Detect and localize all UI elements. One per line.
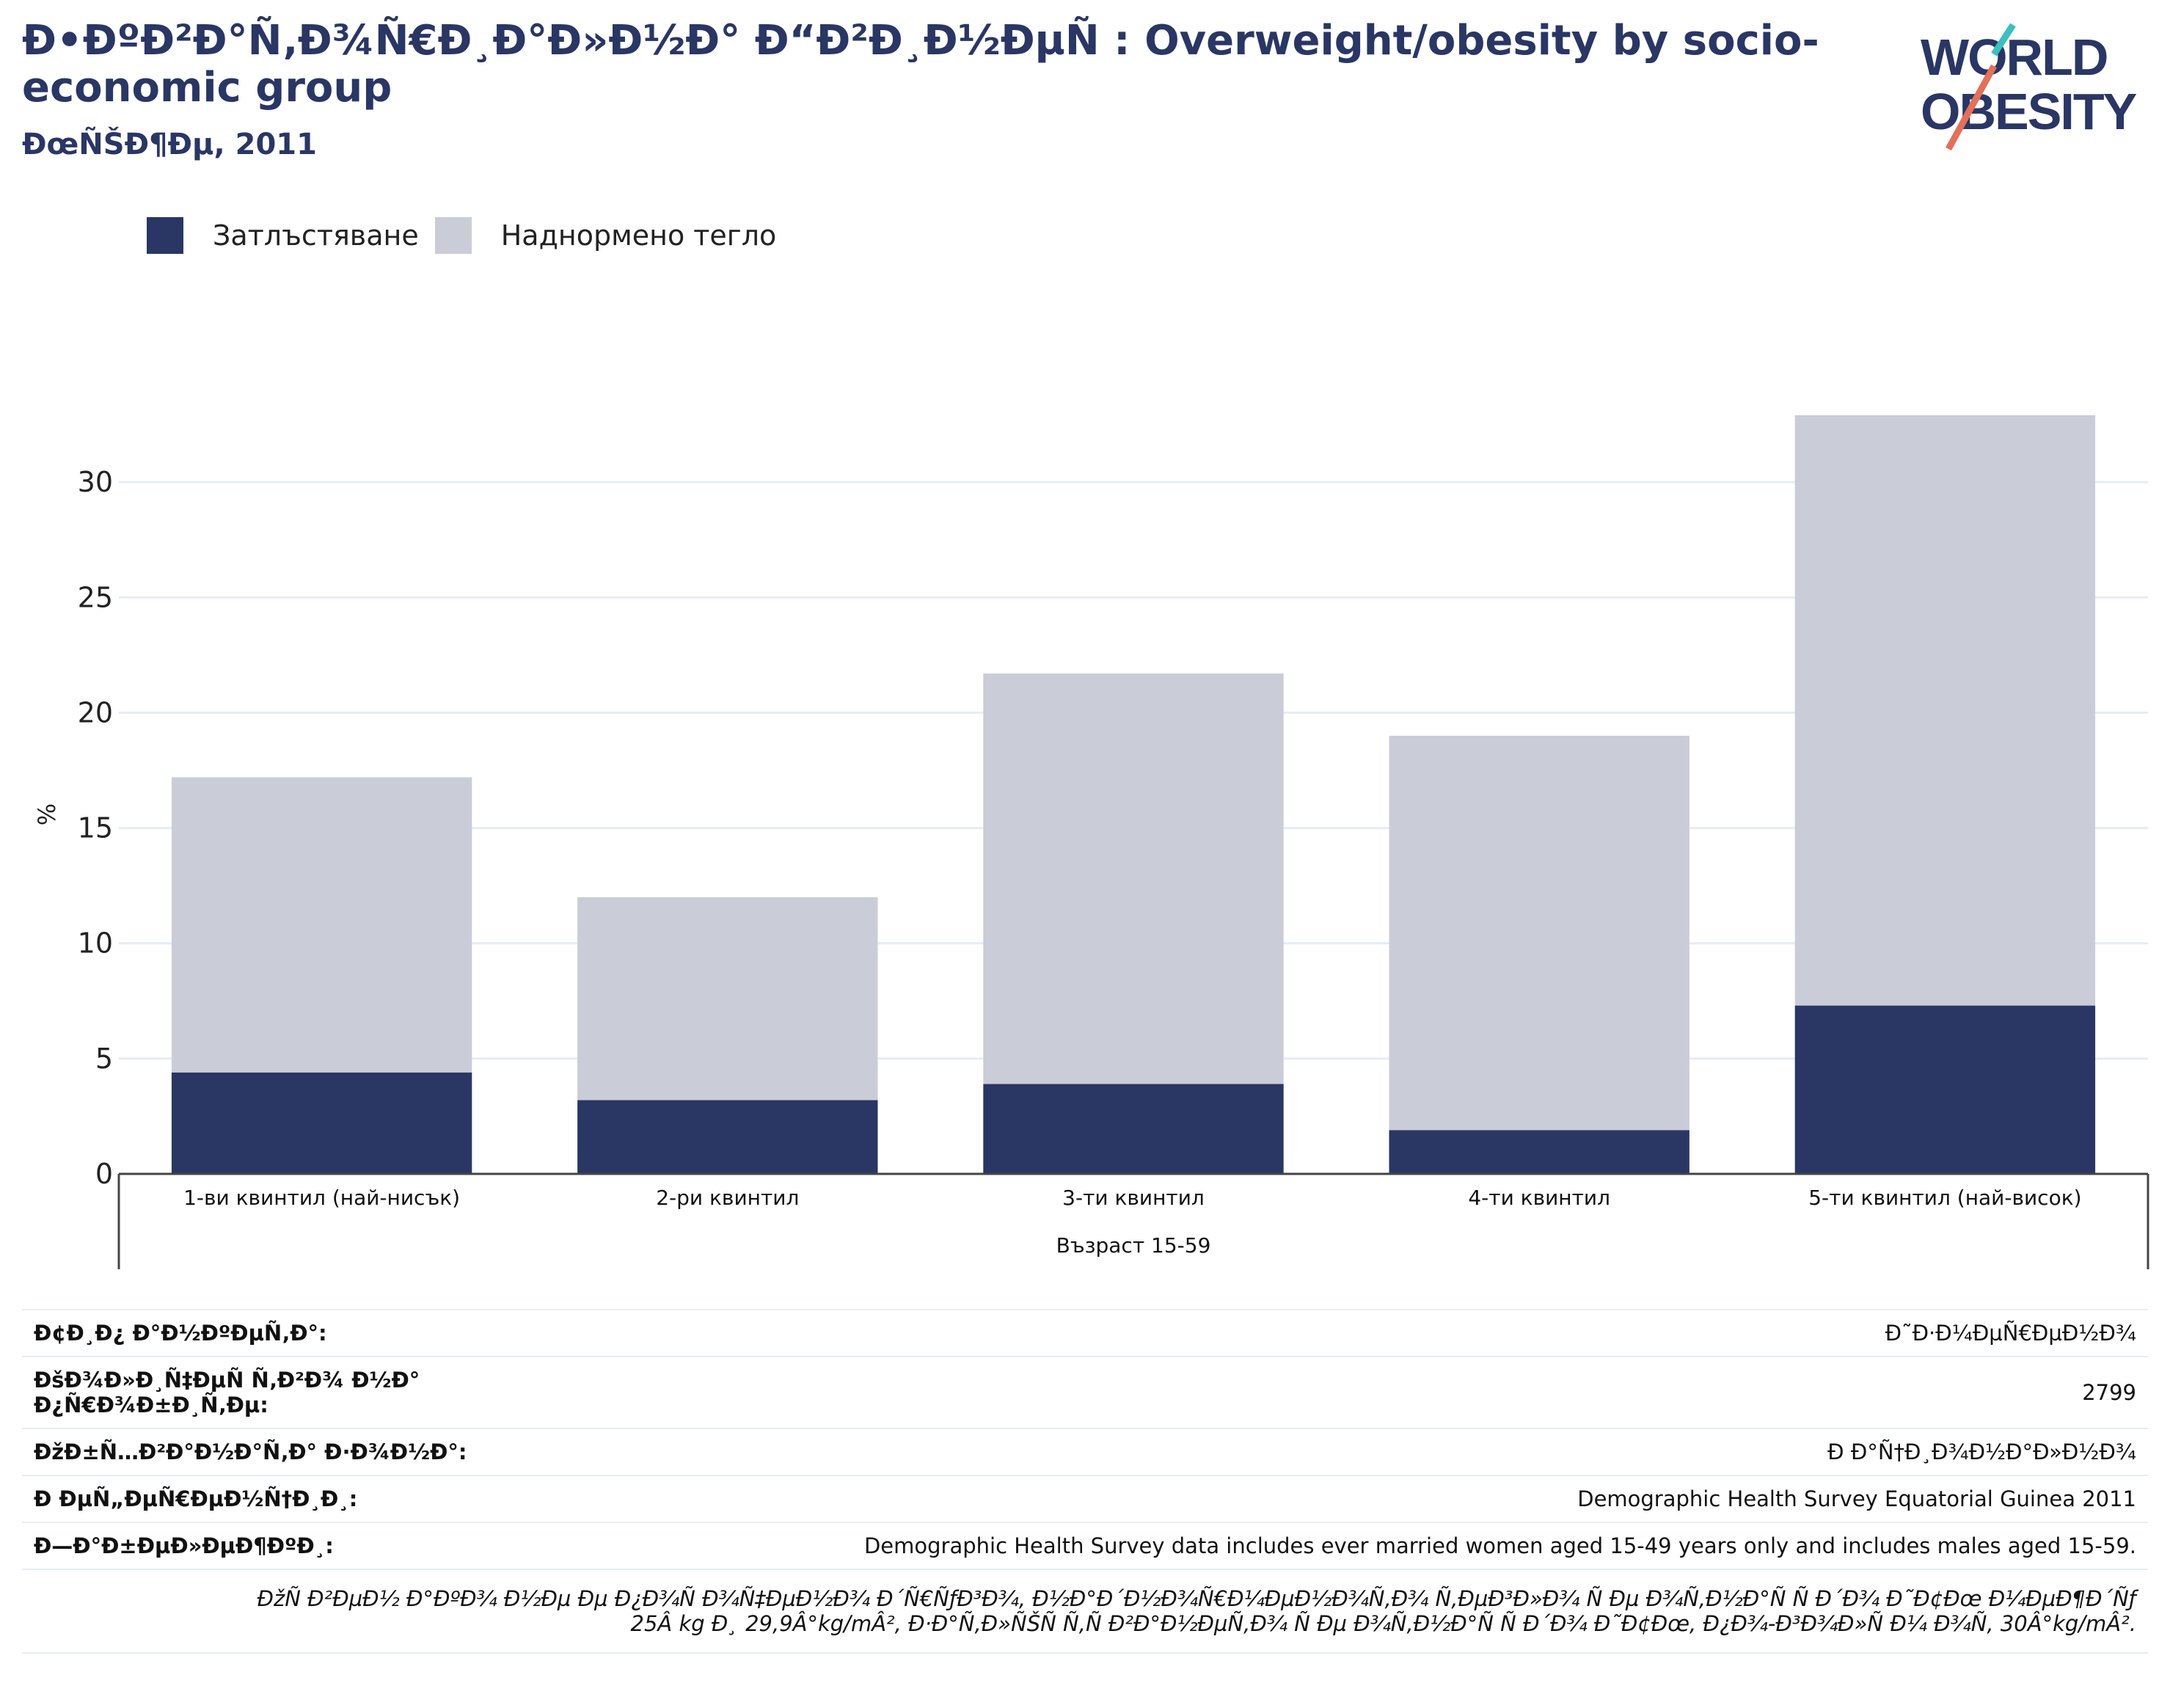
logo-text-world: WORLD	[1921, 29, 2107, 86]
y-axis-label: %	[33, 803, 61, 825]
info-key: Ð—Ð°Ð±ÐµÐ»ÐµÐ¶ÐºÐ¸:	[34, 1533, 334, 1558]
world-obesity-logo: WORLD OBESITY	[1921, 23, 2138, 151]
chart-area: 0 5 10 15 20 25 30% 1-ви квинтил (най-нисък) 2-р…	[0, 323, 2170, 1277]
info-row: ÐžÐ±Ñ…Ð²Ð°Ð½Ð°Ñ‚Ð° Ð·Ð¾Ð½Ð°: Ð Ð°Ñ†Ð¸Ð¾Ð…	[22, 1429, 2148, 1476]
info-key: Ð ÐµÑ„ÐµÑ€ÐµÐ½Ñ†Ð¸Ð¸:	[34, 1486, 358, 1511]
chart-subtitle: ÐœÑŠÐ¶Ðµ, 2011	[22, 128, 317, 161]
logo-slash-coral	[1946, 64, 1997, 151]
info-value: Ð˜Ð·Ð¼ÐµÑ€ÐµÐ½Ð¾	[1885, 1321, 2136, 1346]
y-tick-label: 5	[95, 1043, 113, 1075]
bar-overweight	[983, 674, 1284, 1084]
info-value: Demographic Health Survey Equatorial Gui…	[1577, 1486, 2136, 1511]
legend-swatch-obesity	[147, 217, 183, 254]
chart-title: Ð•ÐºÐ²Ð°Ñ‚Ð¾Ñ€Ð¸Ð°Ð»Ð½Ð° Ð“Ð²Ð¸Ð½ÐµÑ : O…	[22, 17, 1819, 112]
info-value: Demographic Health Survey data includes …	[863, 1533, 2136, 1558]
y-tick-label: 10	[78, 927, 113, 960]
footnote-line: ÐžÑ Ð²ÐµÐ½ Ð°ÐºÐ¾ Ð½Ðµ Ðµ Ð¿Ð¾Ñ Ð¾Ñ‡ÐµÐ½…	[257, 1586, 2136, 1611]
footnote-line: 25Â kg Ð¸ 29,9Â°kg/mÂ², Ð·Ð°Ñ‚Ð»ÑŠÑ Ñ‚Ñ …	[630, 1611, 2137, 1636]
y-tick-label: 15	[78, 812, 113, 844]
info-row: Ð¢Ð¸Ð¿ Ð°Ð½ÐºÐµÑ‚Ð°: Ð˜Ð·Ð¼ÐµÑ€ÐµÐ½Ð¾	[22, 1310, 2148, 1357]
info-table: Ð¢Ð¸Ð¿ Ð°Ð½ÐºÐµÑ‚Ð°: Ð˜Ð·Ð¼ÐµÑ€ÐµÐ½Ð¾ Ðš…	[22, 1309, 2148, 1654]
bar-obesity	[1389, 1130, 1689, 1174]
info-row: Ð—Ð°Ð±ÐµÐ»ÐµÐ¶ÐºÐ¸: Demographic Health S…	[22, 1523, 2148, 1570]
logo-text-obesity: OBESITY	[1921, 83, 2137, 140]
info-value: 2799	[2082, 1380, 2136, 1405]
info-key: ÐžÐ±Ñ…Ð²Ð°Ð½Ð°Ñ‚Ð° Ð·Ð¾Ð½Ð°:	[34, 1439, 467, 1464]
legend-label-obesity: Затлъстяване	[213, 219, 419, 252]
bar-overweight	[171, 777, 472, 1073]
bar-obesity	[171, 1072, 472, 1174]
x-tick-label: 2-ри квинтил	[656, 1186, 799, 1210]
bar-overweight	[577, 897, 878, 1101]
legend-label-overweight: Наднормено тегло	[500, 219, 777, 252]
y-tick-label: 25	[78, 581, 113, 613]
bar-overweight	[1389, 735, 1689, 1131]
bar-obesity	[983, 1084, 1284, 1174]
x-tick-label: 3-ти квинтил	[1062, 1186, 1205, 1210]
y-tick-label: 20	[78, 696, 113, 729]
x-tick-label: 1-ви квинтил (най-нисък)	[183, 1186, 460, 1210]
footnote: ÐžÑ Ð²ÐµÐ½ Ð°ÐºÐ¾ Ð½Ðµ Ðµ Ð¿Ð¾Ñ Ð¾Ñ‡ÐµÐ½…	[22, 1570, 2148, 1654]
info-key: ÐšÐ¾Ð»Ð¸Ñ‡ÐµÑ Ñ‚Ð²Ð¾ Ð½Ð° Ð¿Ñ€Ð¾Ð±Ð¸Ñ‚Ðµ…	[34, 1368, 420, 1417]
x-tick-label: 5-ти квинтил (най-висок)	[1808, 1186, 2081, 1210]
bar-obesity	[577, 1100, 878, 1174]
bar-obesity	[1794, 1005, 2096, 1174]
info-row: Ð ÐµÑ„ÐµÑ€ÐµÐ½Ñ†Ð¸Ð¸: Demographic Health…	[22, 1476, 2148, 1523]
x-group-label: Възраст 15-59	[1056, 1233, 1211, 1258]
bar-chart: 0 5 10 15 20 25 30% 1-ви квинтил (най-нисък) 2-р…	[33, 415, 2149, 1269]
legend-swatch-overweight	[434, 217, 472, 254]
logo-slash-teal	[1991, 23, 2016, 56]
info-key: Ð¢Ð¸Ð¿ Ð°Ð½ÐºÐµÑ‚Ð°:	[34, 1321, 327, 1346]
y-tick-label: 0	[95, 1158, 113, 1190]
bar-overweight	[1794, 415, 2096, 1006]
info-row: ÐšÐ¾Ð»Ð¸Ñ‡ÐµÑ Ñ‚Ð²Ð¾ Ð½Ð° Ð¿Ñ€Ð¾Ð±Ð¸Ñ‚Ðµ…	[22, 1357, 2148, 1429]
chart-header: Ð•ÐºÐ²Ð°Ñ‚Ð¾Ñ€Ð¸Ð°Ð»Ð½Ð° Ð“Ð²Ð¸Ð½ÐµÑ : O…	[22, 17, 1856, 162]
chart-legend: Затлъстяване Наднормено тегло	[147, 217, 792, 254]
x-tick-label: 4-ти квинтил	[1468, 1186, 1610, 1210]
info-value: Ð Ð°Ñ†Ð¸Ð¾Ð½Ð°Ð»Ð½Ð¾	[1827, 1439, 2136, 1464]
y-tick-label: 30	[78, 466, 113, 498]
